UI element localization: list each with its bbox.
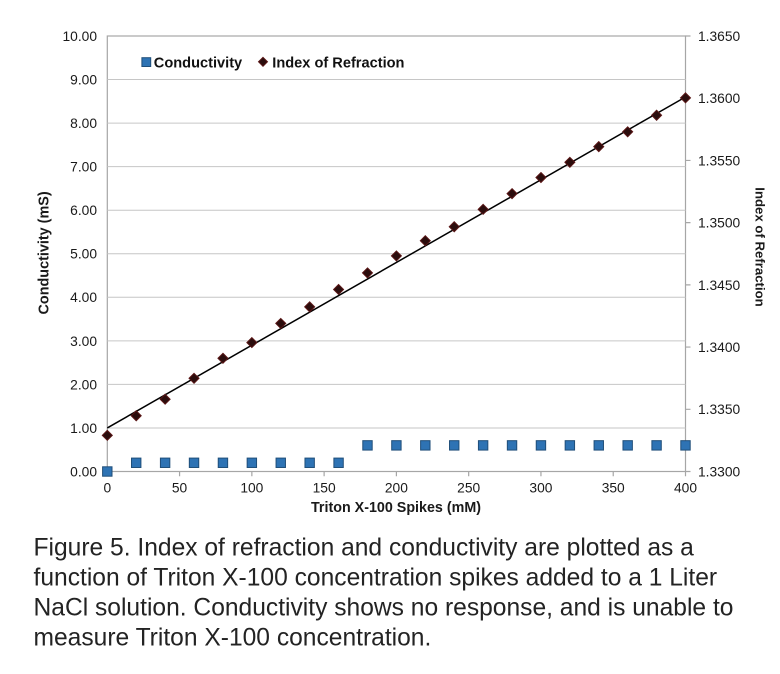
svg-text:Triton X-100 Spikes (mM): Triton X-100 Spikes (mM) (311, 500, 481, 516)
svg-text:0.00: 0.00 (70, 464, 97, 479)
svg-text:7.00: 7.00 (70, 160, 97, 175)
svg-text:measure Triton X-100 concentra: measure Triton X-100 concentration. (34, 625, 432, 652)
svg-text:0: 0 (103, 481, 111, 496)
svg-text:1.3400: 1.3400 (698, 340, 741, 355)
svg-text:300: 300 (529, 481, 552, 496)
svg-text:3.00: 3.00 (70, 334, 97, 349)
svg-text:1.3350: 1.3350 (698, 402, 741, 417)
svg-text:1.3450: 1.3450 (698, 278, 741, 293)
svg-text:2.00: 2.00 (70, 377, 97, 392)
svg-text:1.3600: 1.3600 (698, 91, 741, 106)
svg-text:10.00: 10.00 (62, 29, 97, 44)
svg-text:Conductivity (mS): Conductivity (mS) (36, 191, 52, 314)
svg-text:100: 100 (240, 481, 263, 496)
svg-text:400: 400 (674, 481, 697, 496)
svg-text:function of Triton X-100 conce: function of Triton X-100 concentration s… (34, 565, 718, 592)
svg-text:Conductivity: Conductivity (154, 55, 243, 71)
svg-text:Index of Refraction: Index of Refraction (753, 187, 768, 306)
svg-text:8.00: 8.00 (70, 116, 97, 131)
svg-text:150: 150 (313, 481, 336, 496)
svg-text:1.3300: 1.3300 (698, 464, 741, 479)
svg-text:1.3550: 1.3550 (698, 153, 741, 168)
svg-text:1.00: 1.00 (70, 421, 97, 436)
svg-text:200: 200 (385, 481, 408, 496)
svg-text:4.00: 4.00 (70, 290, 97, 305)
svg-text:50: 50 (172, 481, 188, 496)
svg-text:5.00: 5.00 (70, 247, 97, 262)
svg-text:350: 350 (602, 481, 625, 496)
svg-text:Figure 5. Index of refraction: Figure 5. Index of refraction and conduc… (34, 535, 695, 562)
svg-text:1.3650: 1.3650 (698, 29, 741, 44)
svg-text:NaCl solution. Conductivity sh: NaCl solution. Conductivity shows no res… (34, 595, 734, 622)
svg-text:6.00: 6.00 (70, 203, 97, 218)
svg-text:250: 250 (457, 481, 480, 496)
svg-text:1.3500: 1.3500 (698, 216, 741, 231)
svg-text:9.00: 9.00 (70, 72, 97, 87)
svg-text:Index of Refraction: Index of Refraction (272, 55, 404, 71)
